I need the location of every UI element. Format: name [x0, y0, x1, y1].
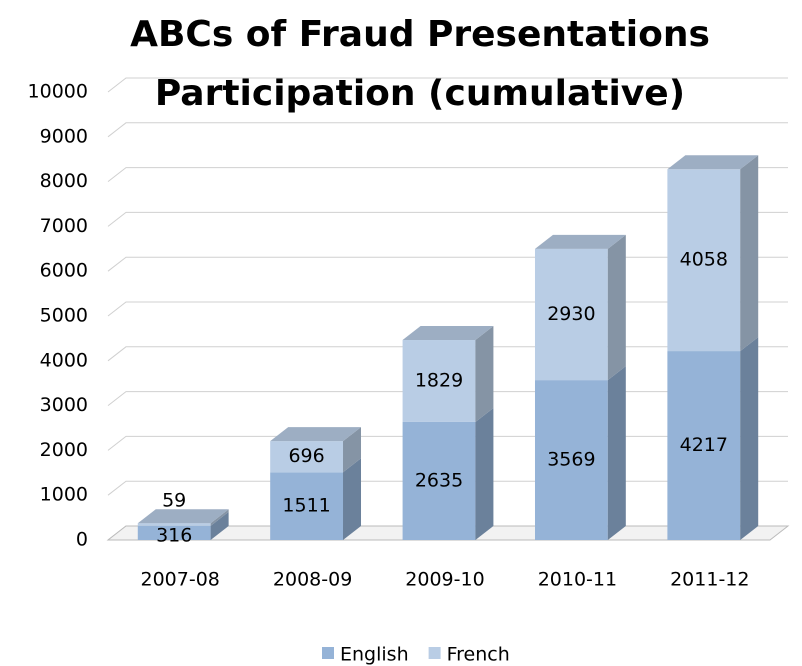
- bar-top: [270, 427, 362, 442]
- bar-side: [210, 509, 229, 526]
- bar-top: [667, 155, 759, 170]
- bar-segment: [667, 337, 759, 540]
- bar-side: [210, 511, 229, 540]
- bar-segment: [402, 326, 494, 422]
- data-label: 316: [156, 525, 192, 547]
- bar-segment: [270, 458, 362, 540]
- data-label: 4058: [680, 249, 728, 271]
- y-tick-label: 0: [76, 529, 88, 551]
- bar-front: [137, 523, 211, 526]
- bar-side: [607, 234, 626, 381]
- data-label: 4217: [680, 434, 728, 456]
- y-tick-label: 9000: [40, 125, 88, 147]
- bar-front: [534, 380, 608, 540]
- grid-line: [107, 77, 788, 93]
- bar-front: [402, 421, 476, 540]
- bar-segment: [534, 366, 626, 540]
- bar-top: [137, 509, 229, 524]
- y-tick-label: 4000: [40, 349, 88, 371]
- data-label: 2930: [547, 303, 595, 325]
- bar-segment: [270, 427, 362, 473]
- bar-segment: [534, 234, 626, 381]
- x-tick-label: 2009-10: [405, 569, 484, 591]
- bar-side: [343, 427, 362, 473]
- legend-swatch: [322, 647, 334, 659]
- bar-front: [137, 525, 211, 540]
- bar-front: [667, 169, 741, 352]
- legend-label: French: [447, 644, 510, 666]
- x-tick-label: 2011-12: [670, 569, 749, 591]
- bar-top: [402, 326, 494, 341]
- grid-line: [107, 211, 788, 227]
- data-label: 59: [162, 490, 186, 512]
- chart-title: Participation (cumulative): [155, 73, 685, 114]
- bar-front: [534, 248, 608, 381]
- data-label: 1829: [415, 369, 463, 391]
- legend-swatch: [428, 647, 441, 659]
- y-tick-label: 6000: [40, 260, 88, 282]
- grid-line: [107, 122, 788, 138]
- bar-segment: [402, 407, 494, 540]
- bar-side: [740, 337, 759, 540]
- bar-side: [475, 407, 494, 540]
- chart-title: ABCs of Fraud Presentations: [130, 14, 710, 55]
- bar-front: [667, 351, 741, 540]
- y-tick-label: 7000: [40, 215, 88, 237]
- bar-segment: [137, 509, 229, 526]
- bar-front: [270, 441, 344, 473]
- y-tick-label: 8000: [40, 170, 88, 192]
- bar-segment: [667, 155, 759, 352]
- bar-top: [534, 234, 626, 249]
- bar-front: [270, 472, 344, 540]
- legend-label: English: [340, 644, 409, 666]
- data-label: 3569: [547, 449, 595, 471]
- x-tick-label: 2007-08: [141, 569, 220, 591]
- bar-side: [740, 155, 759, 352]
- data-label: 1511: [282, 495, 330, 517]
- y-tick-label: 2000: [40, 439, 88, 461]
- bar-front: [402, 340, 476, 422]
- bar-side: [343, 458, 362, 540]
- bar-side: [607, 366, 626, 540]
- y-tick-label: 5000: [40, 305, 88, 327]
- data-label: 2635: [415, 469, 463, 491]
- y-tick-label: 10000: [28, 81, 88, 103]
- data-label: 696: [288, 445, 324, 467]
- grid-line: [107, 167, 788, 182]
- bar-side: [475, 326, 494, 422]
- x-tick-label: 2010-11: [538, 569, 617, 591]
- y-tick-label: 3000: [40, 394, 88, 416]
- bar-segment: [137, 511, 229, 540]
- y-tick-label: 1000: [40, 484, 88, 506]
- x-tick-label: 2008-09: [273, 569, 352, 591]
